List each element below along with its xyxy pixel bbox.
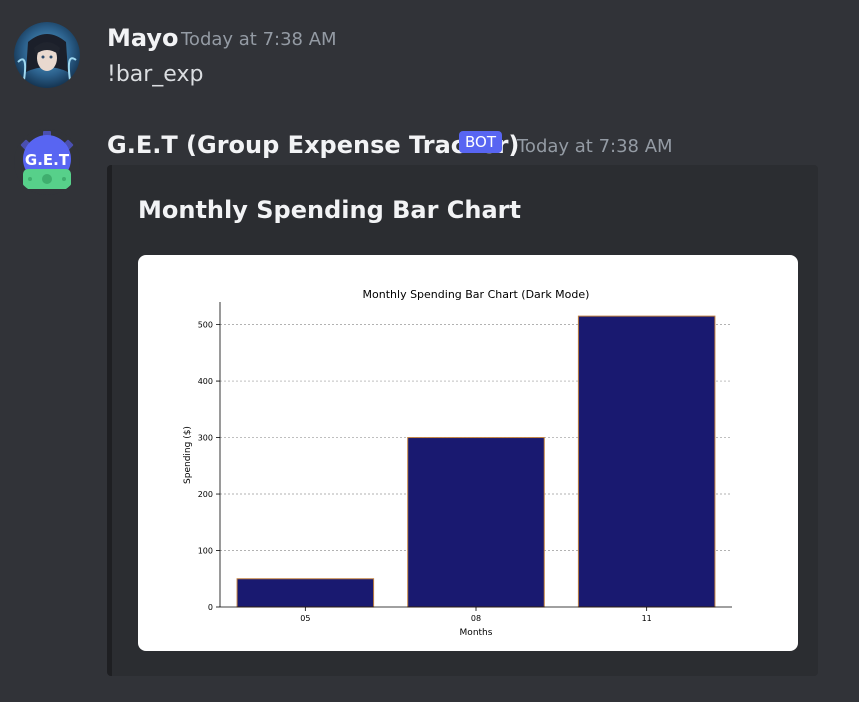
y-tick-label: 400 [198,377,213,386]
x-tick-label: 11 [642,614,652,623]
message-mayo: Mayo Today at 7:38 AM !bar_exp [0,0,859,110]
user-avatar[interactable] [14,22,80,88]
bot-avatar-icon: G.E.T [14,129,80,195]
x-tick-label: 05 [300,614,310,623]
y-tick-label: 300 [198,434,213,443]
bot-avatar[interactable]: G.E.T [14,129,80,195]
bar-chart: Monthly Spending Bar Chart (Dark Mode) 0… [183,288,732,638]
y-tick-label: 100 [198,547,213,556]
y-tick-label: 500 [198,321,213,330]
chart-title: Monthly Spending Bar Chart (Dark Mode) [363,288,590,301]
message-timestamp: Today at 7:38 AM [517,136,673,157]
message-content: !bar_exp [107,62,204,87]
y-axis-label: Spending ($) [183,426,193,484]
author-name[interactable]: Mayo [107,24,179,52]
svg-text:G.E.T: G.E.T [25,151,70,169]
embed-chart-image[interactable]: Monthly Spending Bar Chart (Dark Mode) 0… [138,255,798,651]
message-bot: G.E.T G.E.T (Group Expense Tracker) BOT … [0,120,859,690]
x-tick-label: 08 [471,614,481,623]
embed-title: Monthly Spending Bar Chart [138,196,521,224]
bar [577,315,716,608]
x-axis-label: Months [460,628,493,638]
message-timestamp: Today at 7:38 AM [181,29,337,50]
author-name[interactable]: G.E.T (Group Expense Tracker) [107,131,520,159]
bar [407,437,545,608]
bar [236,578,375,608]
y-tick-label: 0 [208,603,213,612]
message-embed: Monthly Spending Bar Chart Monthly Spend… [107,165,818,676]
y-tick-label: 200 [198,490,213,499]
bot-badge: BOT [459,131,502,153]
avatar-image-icon [14,22,80,88]
